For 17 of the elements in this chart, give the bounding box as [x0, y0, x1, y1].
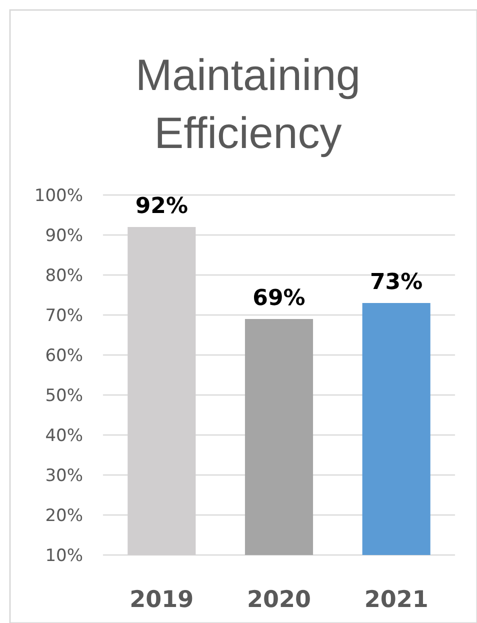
x-tick-label: 2020 [246, 587, 312, 613]
y-tick-label: 70% [45, 306, 83, 326]
y-tick-label: 80% [45, 266, 83, 286]
y-tick-label: 50% [45, 386, 83, 406]
x-tick-label: 2019 [130, 587, 194, 613]
x-tick-label: 2021 [364, 587, 428, 613]
chart-title: Maintaining Efficiency [135, 51, 361, 158]
y-tick-label: 100% [34, 186, 83, 206]
y-tick-label: 10% [45, 546, 83, 566]
data-label: 69% [252, 286, 306, 311]
y-tick-label: 90% [45, 226, 83, 246]
y-tick-label: 30% [45, 466, 83, 486]
y-tick-label: 20% [45, 506, 83, 526]
data-label: 92% [135, 194, 188, 219]
y-tick-label: 40% [45, 426, 83, 446]
data-label: 73% [370, 270, 423, 295]
y-tick-label: 60% [45, 346, 83, 366]
